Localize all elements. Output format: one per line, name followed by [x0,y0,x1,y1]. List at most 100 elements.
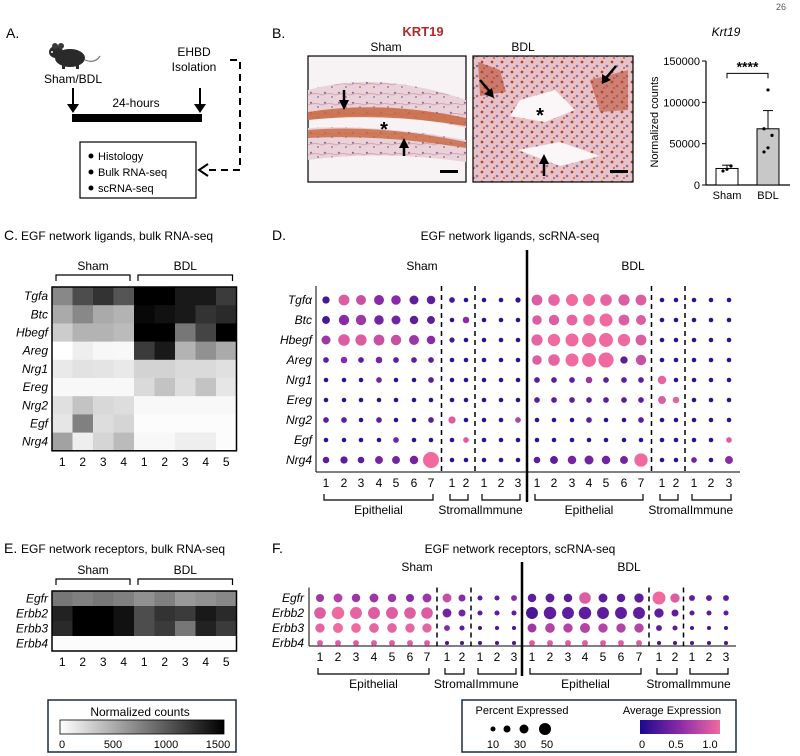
expression-dot [620,456,628,464]
expression-dot [656,640,662,646]
x-tick-label: BDL [757,190,778,202]
expression-dot [355,334,367,346]
expression-dot [532,315,542,325]
size-legend-title: Percent Expressed [476,705,569,717]
expression-dot [598,352,614,368]
expression-dot [551,397,557,403]
data-point [762,127,766,131]
expression-dot [314,607,326,619]
heatmap-cell [113,414,135,434]
y-tick-label: 50000 [669,139,700,151]
expression-dot [477,595,483,601]
significance-label: **** [737,58,759,74]
expression-dot [477,610,483,616]
expression-dot [726,397,732,403]
expression-dot [442,593,452,603]
expression-dot [341,377,347,383]
row-label: Tgfa [24,289,48,303]
expression-dot [481,297,487,303]
heatmap-cell [195,287,217,306]
expression-dot [369,623,379,633]
data-point [729,164,733,168]
condition-label: Sham [401,560,432,574]
heatmap-cell [175,359,196,379]
expression-dot [569,377,575,383]
heat-tick: 1000 [154,739,178,751]
expression-dot [386,607,398,619]
heatmap-cell [93,414,114,434]
mouse-label: Sham/BDL [44,72,102,86]
expression-dot [375,456,383,464]
cluster-label: 5 [603,476,610,490]
heatmap-cell [93,432,114,452]
heatmap-cell [216,606,237,622]
expression-dot [369,593,379,603]
expression-dot [317,640,323,646]
heatmap-cell [175,287,196,306]
heatmap-cell [175,636,196,652]
bar-sham [715,167,739,186]
bar-chart-ylabel: Normalized counts [649,76,661,168]
cell-group-bracket [323,494,434,501]
expression-dot [565,333,579,347]
dashed-connector-head [197,163,209,177]
expression-dot [449,397,455,403]
expression-dot [411,377,417,383]
heatmap-cell [72,287,94,306]
expression-dot [449,317,455,323]
ligand-heatmap: Sham BDL Tgfa Btc Hbegf Areg Nrg1 Ereg Nrg2 Egf Nr… [16,259,238,469]
expression-dot [691,417,697,423]
expression-dot [636,640,642,646]
expression-dot [390,334,402,346]
expression-dot [659,317,665,323]
expression-dot [620,356,628,364]
expression-dot [725,456,733,464]
output-bulk: Bulk RNA-seq [98,167,167,179]
heatmap-cell [134,305,155,324]
expression-dot [691,437,697,443]
expression-dot [444,625,450,631]
cluster-label: 4 [376,476,383,490]
heatmap-cell [154,396,176,415]
bar-bdl [756,128,780,186]
group-label: Sham [77,563,108,577]
expression-dot [621,417,627,423]
heatmap-cell [134,591,155,607]
heatmap-cell [72,323,94,343]
expression-dot [351,623,361,633]
panel-f-title: EGF network receptors, scRNA-seq [425,542,616,556]
expression-dot [603,397,609,403]
cluster-label: 3 [726,476,733,490]
heatmap-cell [72,606,94,622]
expression-dot [708,297,714,303]
expression-dot [708,317,714,323]
cluster-label: 1 [317,650,324,664]
expression-dot [638,417,644,423]
heatmap-cell [93,396,114,415]
expression-dot [358,377,364,383]
cell-group-label: Immune [475,677,519,691]
heatmap-cell [134,341,155,361]
cluster-label: 2 [708,476,715,490]
heatmap-cell [93,591,114,607]
heatmap-cell [52,606,73,622]
column-label: 3 [100,655,107,669]
expression-dot [673,417,679,423]
expression-dot [708,337,714,343]
cluster-label: 4 [586,476,593,490]
expression-dot [689,625,695,631]
heatmap-cell [154,378,176,397]
expression-dot [428,417,434,423]
cell-group-label: Stromal [438,503,479,517]
output-scrna: scRNA-seq [98,183,154,195]
expression-dot [673,437,679,443]
heatmap-cell [113,359,135,379]
expression-dot [515,377,521,383]
color-legend-gradient [640,720,720,734]
expression-dot [477,640,483,646]
heatmap-cell [154,305,176,324]
group-label: BDL [174,259,198,273]
heatmap-cell [175,396,196,415]
expression-dot [424,640,430,646]
expression-dot [569,417,575,423]
